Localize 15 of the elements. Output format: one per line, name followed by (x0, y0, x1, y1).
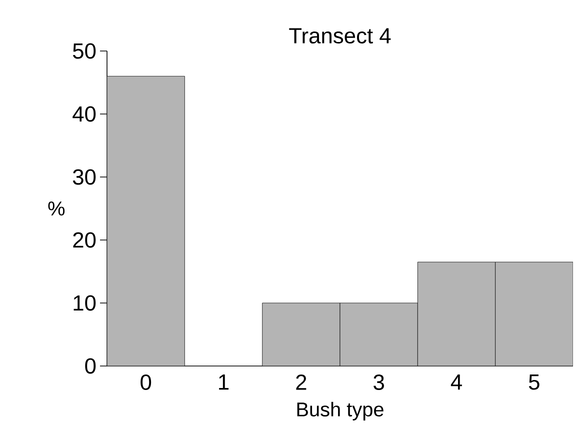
y-axis-title: % (48, 202, 65, 216)
x-tick-label: 2 (296, 374, 306, 390)
x-tick-label: 0 (140, 374, 152, 390)
chart-title: Transect 4 (289, 28, 391, 44)
y-tick-label: 30 (72, 169, 96, 185)
x-axis-title: Bush type (297, 402, 384, 420)
y-tick-label: 40 (72, 106, 96, 122)
y-tick-label: 10 (74, 295, 96, 311)
y-tick-label: 0 (85, 358, 96, 374)
x-tick-label: 3 (374, 374, 384, 390)
y-tick-label: 50 (72, 43, 96, 59)
y-tick-label: 20 (73, 232, 96, 248)
x-tick-label: 5 (528, 374, 540, 390)
x-tick-label: 4 (450, 374, 462, 390)
x-tick-label: 1 (219, 374, 229, 390)
